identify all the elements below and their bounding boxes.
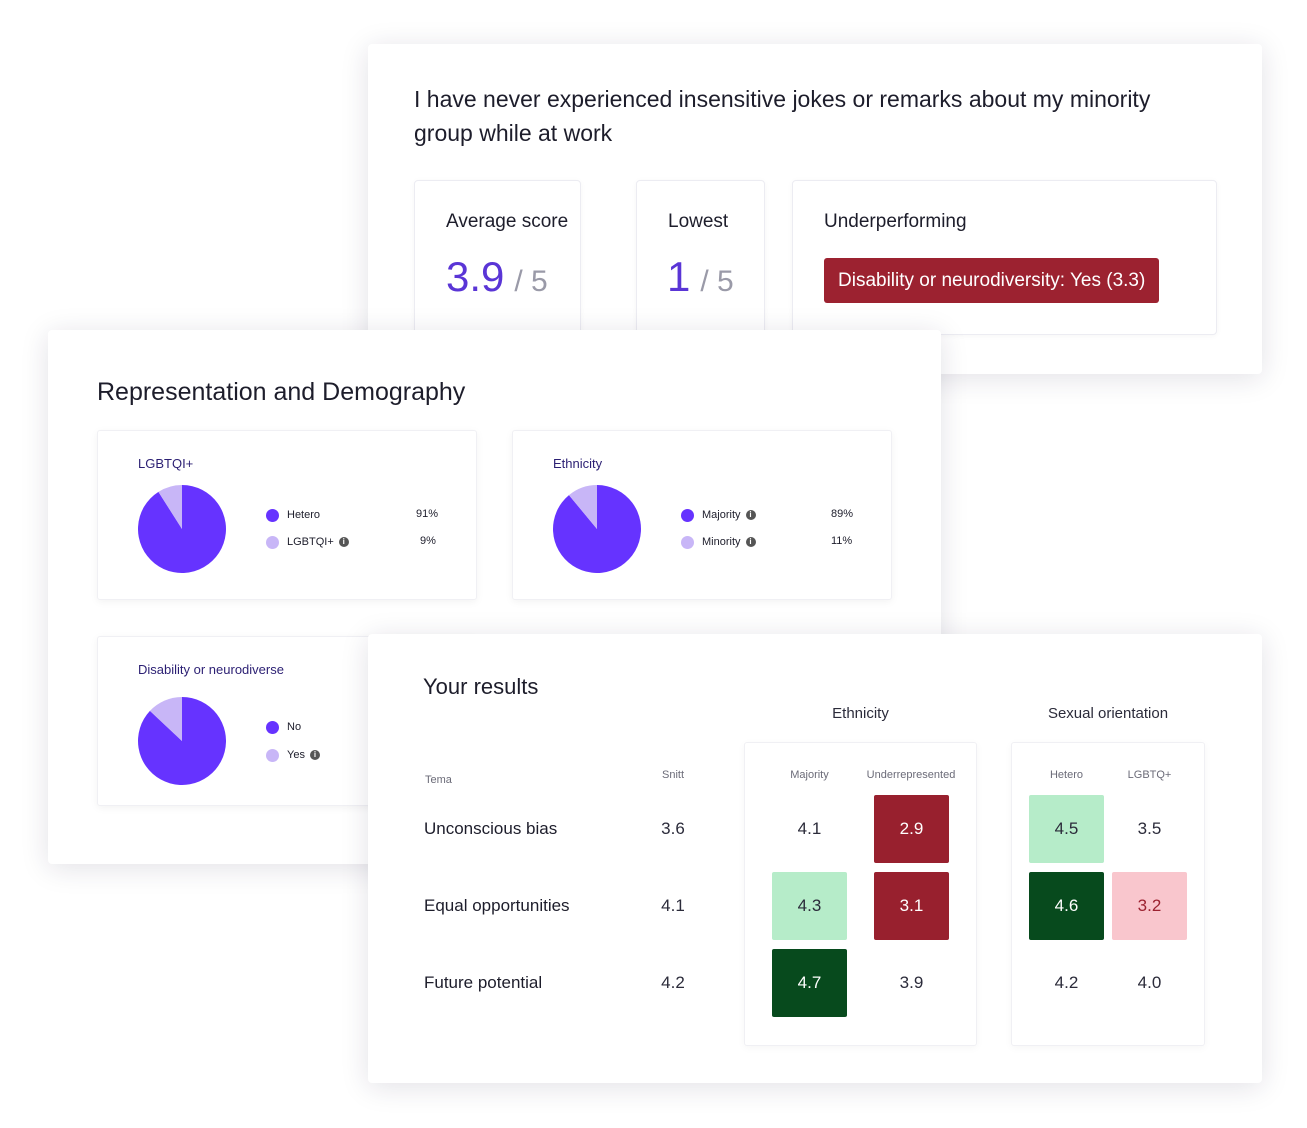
score-cell: 3.1: [874, 872, 949, 940]
legend-label-no: No: [287, 721, 302, 733]
row-label-equal-opportunities: Equal opportunities: [424, 896, 570, 915]
legend-value-majority: 89%: [831, 508, 854, 520]
lgbtqi-chart-title: LGBTQI+: [138, 456, 194, 471]
legend-item-minority: Minority i: [681, 534, 756, 550]
underrepresented-header: Underrepresented: [866, 769, 956, 781]
score-cell: 4.6: [1029, 872, 1104, 940]
score-cell: 3.9: [899, 973, 924, 992]
legend-item-yes: Yes i: [266, 747, 320, 763]
hetero-header: Hetero: [1049, 769, 1084, 781]
question-card: I have never experienced insensitive jok…: [368, 44, 1262, 374]
ethnicity-group-title: Ethnicity: [832, 705, 889, 722]
ethnicity-pie-chart: [553, 485, 641, 573]
score-cell: 4.5: [1029, 795, 1104, 863]
legend-item-lgbtqi: LGBTQI+ i: [266, 534, 349, 550]
average-score-box: Average score 3.9 / 5: [414, 180, 581, 335]
lowest-score-value: 1 / 5: [667, 253, 734, 301]
pie-slice-majority: [553, 485, 641, 573]
score-cell: 4.7: [772, 949, 847, 1017]
score-cell: 4.1: [797, 819, 822, 838]
ethnicity-chart-title: Ethnicity: [553, 456, 603, 471]
average-score-value: 3.9 / 5: [446, 253, 548, 301]
legend-label-lgbtqi: LGBTQI+: [287, 536, 334, 548]
legend-value-lgbtqi: 9%: [420, 535, 436, 547]
legend-value-minority: 11%: [831, 535, 853, 547]
lowest-score-scale: / 5: [700, 265, 734, 298]
orientation-group-title: Sexual orientation: [1047, 705, 1169, 722]
score-cell: 4.2: [1054, 973, 1079, 992]
results-title: Your results: [423, 674, 539, 699]
pie-slice-yes: [149, 697, 182, 741]
snitt-value: 3.6: [661, 819, 685, 838]
legend-item-no: No: [266, 719, 301, 735]
tema-header: Tema: [425, 774, 452, 786]
score-cell: 4.3: [772, 872, 847, 940]
info-icon[interactable]: i: [309, 750, 320, 760]
question-title: I have never experienced insensitive jok…: [414, 86, 1151, 146]
average-score-label: Average score: [446, 211, 569, 232]
legend-dot-icon: [266, 748, 279, 762]
legend-label-yes: Yes: [287, 749, 305, 761]
lowest-score-number: 1: [667, 253, 691, 300]
lowest-score-box: Lowest 1 / 5: [636, 180, 765, 335]
score-cell: 3.2: [1112, 872, 1187, 940]
legend-label-minority: Minority: [702, 536, 741, 548]
legend-item-hetero: Hetero: [266, 507, 320, 523]
score-cell: 4.0: [1137, 973, 1162, 992]
legend-label-majority: Majority: [702, 509, 741, 521]
legend-dot-icon: [266, 720, 279, 734]
pie-slice-minority: [568, 485, 597, 529]
snitt-header: Snitt: [661, 769, 684, 781]
snitt-value: 4.1: [661, 896, 685, 915]
disability-chart-title: Disability or neurodiverse: [138, 662, 284, 677]
legend-dot-icon: [681, 508, 694, 522]
ethnicity-chart-card: Ethnicity Majority i 89% Minority i 11%: [512, 430, 892, 600]
legend-item-majority: Majority i: [681, 507, 756, 523]
lowest-score-label: Lowest: [668, 211, 729, 232]
legend-dot-icon: [266, 508, 279, 522]
pie-slice-hetero: [138, 485, 226, 573]
legend-label-hetero: Hetero: [287, 509, 321, 521]
row-label-unconscious-bias: Unconscious bias: [424, 819, 558, 838]
underperforming-label: Underperforming: [824, 211, 967, 232]
pie-slice-no: [138, 697, 226, 785]
legend-dot-icon: [681, 535, 694, 549]
majority-header: Majority: [790, 769, 829, 781]
pie-slice-lgbtqi: [158, 485, 182, 529]
lgbtqi-chart-card: LGBTQI+ Hetero 91% LGBTQI+ i 9%: [97, 430, 477, 600]
info-icon[interactable]: i: [745, 537, 756, 547]
disability-pie-chart: [138, 697, 226, 785]
legend-dot-icon: [266, 535, 279, 549]
info-icon[interactable]: i: [338, 537, 349, 547]
representation-title: Representation and Demography: [97, 378, 466, 406]
row-label-future-potential: Future potential: [424, 973, 543, 992]
lgbtq-header: LGBTQ+: [1127, 769, 1172, 781]
snitt-value: 4.2: [661, 973, 685, 992]
average-score-number: 3.9: [446, 253, 505, 300]
score-cell: 2.9: [874, 795, 949, 863]
lgbtqi-pie-chart: [138, 485, 226, 573]
info-icon[interactable]: i: [745, 510, 756, 520]
legend-value-hetero: 91%: [416, 508, 439, 520]
average-score-scale: / 5: [514, 265, 548, 298]
underperforming-badge[interactable]: Disability or neurodiversity: Yes (3.3): [824, 258, 1160, 303]
score-cell: 3.5: [1137, 819, 1162, 838]
underperforming-box: Underperforming Disability or neurodiver…: [792, 180, 1217, 335]
results-card: Your results Ethnicity Sexual orientatio…: [368, 634, 1262, 1083]
